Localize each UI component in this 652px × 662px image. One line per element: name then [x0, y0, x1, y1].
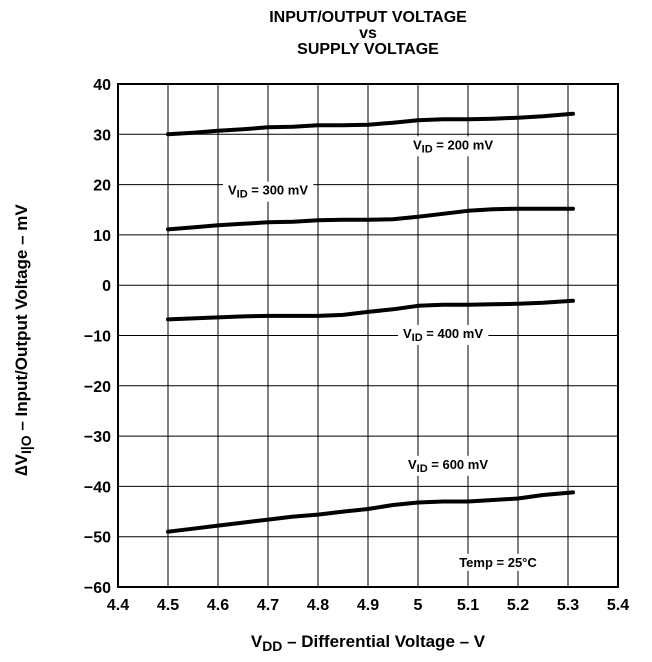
x-tick-label: 5 [414, 597, 423, 614]
x-tick-label: 5.3 [557, 597, 579, 614]
annotation-rest: = 200 mV [433, 137, 494, 152]
annotation-main: V [413, 137, 422, 152]
y-tick-label: −20 [84, 379, 111, 396]
chart-title-line-2: vs [359, 25, 377, 42]
annotation-rest: = 600 mV [428, 457, 489, 472]
x-tick-label: 5.1 [457, 597, 479, 614]
y-tick-label: −30 [84, 429, 111, 446]
annotation-sub: ID [417, 463, 428, 475]
y-axis-label-sub: I|O [18, 435, 35, 454]
annotation-main: V [408, 457, 417, 472]
annotation-main: Temp = 25°C [459, 555, 537, 570]
annotation-main: V [403, 326, 412, 341]
annotation-label: VID = 200 mV [413, 137, 493, 155]
series-line [166, 490, 575, 534]
annotation-sub: ID [237, 189, 248, 201]
x-tick-label: 4.9 [357, 597, 379, 614]
y-tick-label: −60 [84, 580, 111, 597]
annotation-background [222, 181, 314, 202]
series-line [166, 206, 575, 232]
series-line [166, 298, 575, 322]
x-tick-label: 4.5 [157, 597, 179, 614]
annotation-label: Temp = 25°C [459, 555, 537, 570]
x-axis-label-sub: DD [262, 638, 283, 655]
annotation-background [397, 324, 489, 345]
y-tick-label: −50 [84, 530, 111, 547]
x-tick-label: 4.6 [207, 597, 229, 614]
annotation-rest: = 400 mV [423, 326, 484, 341]
annotation-label: VID = 400 mV [403, 326, 483, 344]
annotation-sub: ID [412, 332, 423, 344]
x-axis-label: VDD – Differential Voltage – V [118, 632, 618, 655]
x-tick-label: 5.4 [607, 597, 629, 614]
annotation-background [402, 455, 494, 476]
plot-frame [117, 83, 619, 588]
y-tick-label: −10 [84, 329, 111, 346]
annotation-rest: = 300 mV [248, 183, 309, 198]
tick-labels: 4.4 4.5 4.6 4.7 4.8 4.9 5 5.1 5.2 5.3 5.4 40 30 20 10 0… [84, 77, 629, 614]
chart-title-line-3: SUPPLY VOLTAGE [297, 41, 439, 58]
chart-title-line-1: INPUT/OUTPUT VOLTAGE [269, 9, 467, 26]
y-tick-label: −40 [84, 479, 111, 496]
annotation-background [407, 136, 499, 157]
y-tick-label: 10 [93, 228, 111, 245]
annotation-background [454, 553, 543, 571]
x-tick-label: 4.8 [307, 597, 329, 614]
y-tick-label: 30 [93, 127, 111, 144]
annotation-label: VID = 600 mV [408, 457, 488, 475]
x-axis-label-text: – Differential Voltage – V [282, 632, 486, 651]
y-tick-label: 40 [93, 77, 111, 94]
annotation-main: V [228, 183, 237, 198]
grid [117, 83, 619, 588]
x-tick-label: 4.7 [257, 597, 279, 614]
series-lines [166, 111, 575, 534]
y-tick-label: 20 [93, 178, 111, 195]
annotation-sub: ID [422, 143, 433, 155]
x-axis-label-main: V [250, 632, 263, 651]
x-tick-label: 5.2 [507, 597, 529, 614]
annotation-label: VID = 300 mV [228, 183, 308, 201]
y-tick-label: 0 [102, 278, 111, 295]
series-line [166, 111, 575, 137]
x-tick-label: 4.4 [107, 597, 129, 614]
y-axis-label-text: – Input/Output Voltage – mV [12, 204, 31, 436]
y-axis-label-prefix: ∆V [12, 453, 31, 476]
